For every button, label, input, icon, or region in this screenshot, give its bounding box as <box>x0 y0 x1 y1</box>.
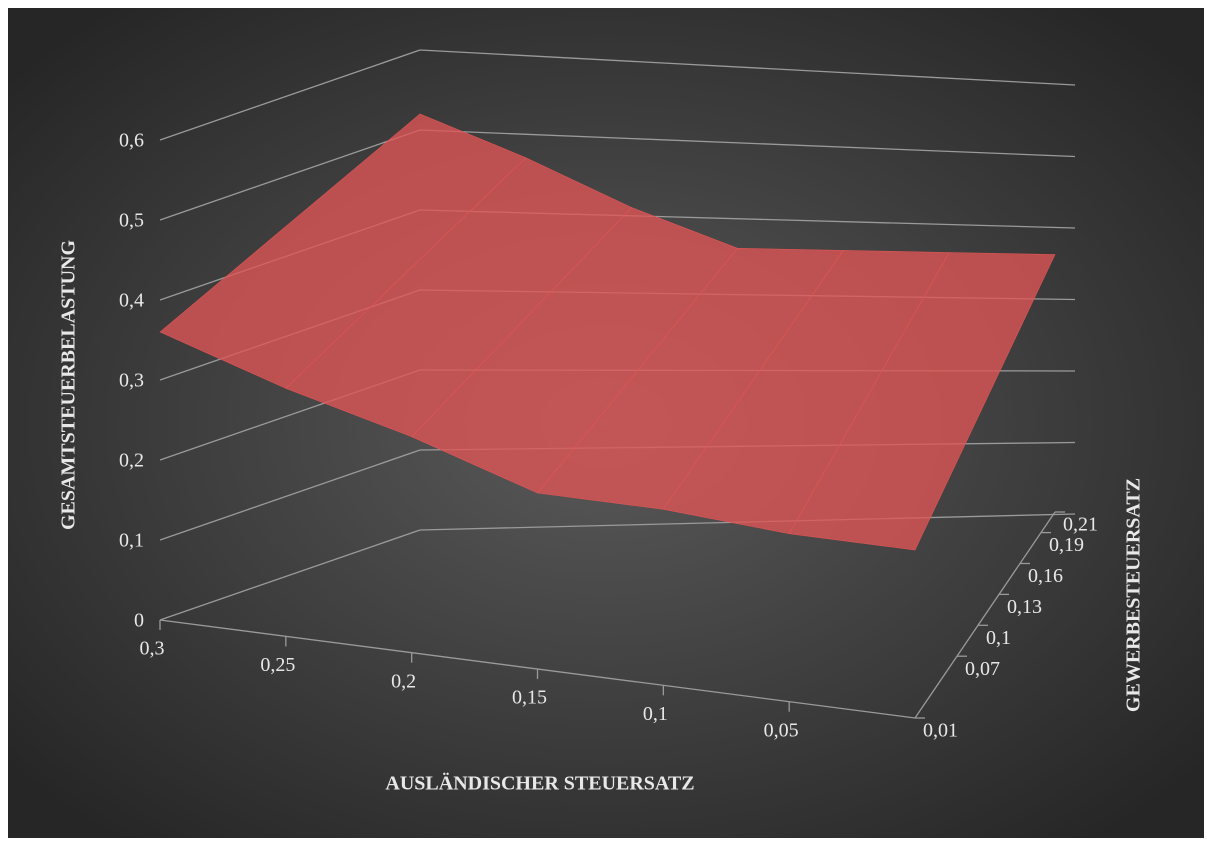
plot: 0 0,1 0,2 0,3 0,4 0,5 0,6 0,3 0,25 0,2 0,15 0,1 0,05… <box>119 49 1098 742</box>
grid-line <box>419 129 1076 158</box>
x-tick-label: 0,1 <box>643 703 668 725</box>
grid-line <box>159 49 421 141</box>
surface-patch <box>788 252 1056 551</box>
z-tick-label: 0,21 <box>1063 514 1098 536</box>
grid-line <box>159 529 421 621</box>
y-tick-label: 0,4 <box>119 290 144 312</box>
x-tick-label: 0,05 <box>764 719 799 741</box>
y-axis-title: GESAMTSTEUERBELASTUNG <box>58 240 80 531</box>
z-axis-title: GEWERBESTEUERSATZ <box>1123 478 1145 712</box>
grid-line <box>159 129 421 221</box>
y-tick-label: 0 <box>134 610 144 632</box>
grid-line <box>159 449 421 541</box>
z-tick-label: 0,13 <box>1007 596 1042 618</box>
z-tick-label: 0,07 <box>965 658 1000 680</box>
z-tick-label: 0,01 <box>923 720 958 742</box>
x-tick-label: 0,15 <box>512 687 547 709</box>
x-tick-label: 0,2 <box>391 670 416 692</box>
z-tick-label: 0,1 <box>986 627 1011 649</box>
z-tick-label: 0,19 <box>1049 534 1084 556</box>
y-tick-label: 0,6 <box>119 130 144 152</box>
grid-line <box>419 49 1076 86</box>
y-tick-label: 0,3 <box>119 370 144 392</box>
x-tick-label: 0,25 <box>260 654 295 676</box>
z-tick-label: 0,16 <box>1028 565 1063 587</box>
y-tick-label: 0,2 <box>119 450 144 472</box>
y-tick-label: 0,1 <box>119 530 144 552</box>
x-axis-title: AUSLÄNDISCHER STEUERSATZ <box>385 772 694 795</box>
y-tick-label: 0,5 <box>119 210 144 232</box>
z-axis <box>914 511 1056 719</box>
x-tick-label: 0,3 <box>140 638 165 660</box>
